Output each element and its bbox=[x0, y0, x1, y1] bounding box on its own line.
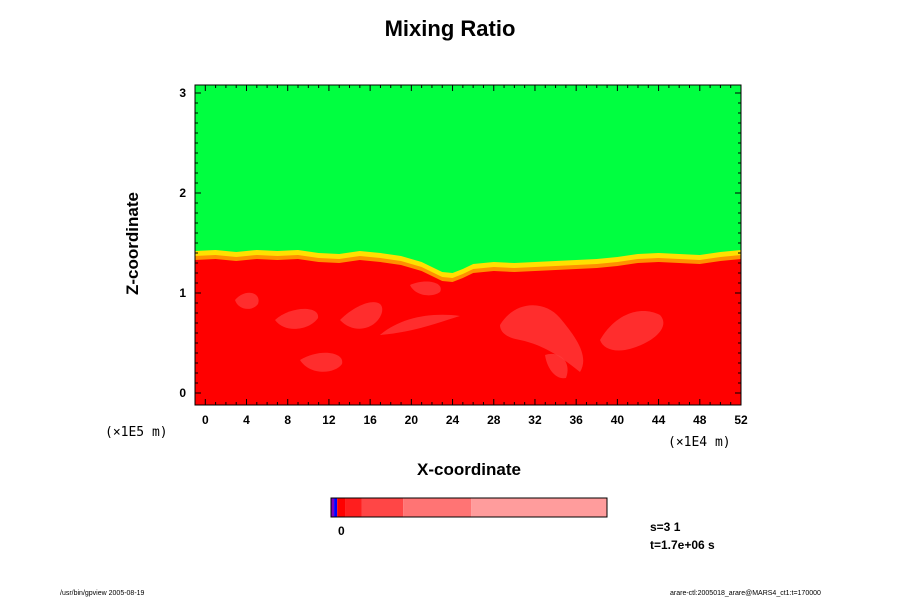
x-tick-label: 0 bbox=[202, 413, 209, 427]
x-tick-label: 28 bbox=[487, 413, 501, 427]
x-tick-label: 12 bbox=[322, 413, 336, 427]
x-tick-label: 16 bbox=[363, 413, 377, 427]
x-tick-label: 48 bbox=[693, 413, 707, 427]
y-tick-label: 0 bbox=[179, 386, 186, 400]
eddy-1 bbox=[275, 308, 319, 329]
colorbar bbox=[330, 497, 608, 518]
x-tick-label: 40 bbox=[611, 413, 625, 427]
x-tick-label: 44 bbox=[652, 413, 666, 427]
eddy-0 bbox=[235, 292, 259, 309]
y-axis-unit: (×1E5 m) bbox=[105, 425, 168, 440]
colorbar-segment-6 bbox=[471, 498, 607, 517]
y-tick-label: 1 bbox=[179, 286, 186, 300]
x-axis-label: X-coordinate bbox=[417, 460, 521, 479]
eddy-7 bbox=[600, 311, 664, 351]
colorbar-tick-label: 0 bbox=[338, 524, 345, 538]
x-axis-unit: (×1E4 m) bbox=[668, 435, 731, 450]
x-tick-label: 32 bbox=[528, 413, 542, 427]
y-tick-label: 3 bbox=[179, 86, 186, 100]
x-tick-label: 52 bbox=[734, 413, 748, 427]
heatmap-field bbox=[195, 85, 741, 405]
colorbar-segment-3 bbox=[345, 498, 362, 517]
eddy-2 bbox=[300, 352, 343, 372]
x-tick-label: 8 bbox=[284, 413, 291, 427]
eddy-8 bbox=[410, 281, 441, 296]
colorbar-segment-2 bbox=[337, 498, 346, 517]
x-tick-label: 24 bbox=[446, 413, 460, 427]
chart-title: Mixing Ratio bbox=[384, 16, 516, 41]
colorbar-segment-1 bbox=[334, 498, 338, 517]
eddy-6 bbox=[545, 353, 568, 379]
colorbar-frame bbox=[330, 497, 608, 518]
time-label: t=1.7e+06 s bbox=[650, 538, 715, 552]
colorbar-segment-4 bbox=[361, 498, 404, 517]
x-tick-label: 20 bbox=[405, 413, 419, 427]
y-tick-label: 2 bbox=[179, 186, 186, 200]
x-tick-label: 4 bbox=[243, 413, 250, 427]
plot-frame bbox=[194, 84, 742, 406]
eddy-4 bbox=[380, 314, 460, 335]
footer-left: /usr/bin/gpview 2005-08-19 bbox=[60, 590, 145, 597]
footer-right: arare-ctl:2005018_arare@MARS4_ct1:t=1700… bbox=[670, 590, 821, 597]
eddy-3 bbox=[340, 302, 383, 329]
x-tick-label: 36 bbox=[569, 413, 583, 427]
step-label: s=3 1 bbox=[650, 520, 681, 534]
colorbar-segment-5 bbox=[403, 498, 472, 517]
eddy-5 bbox=[500, 305, 584, 372]
colorbar-segment-0 bbox=[331, 498, 335, 517]
